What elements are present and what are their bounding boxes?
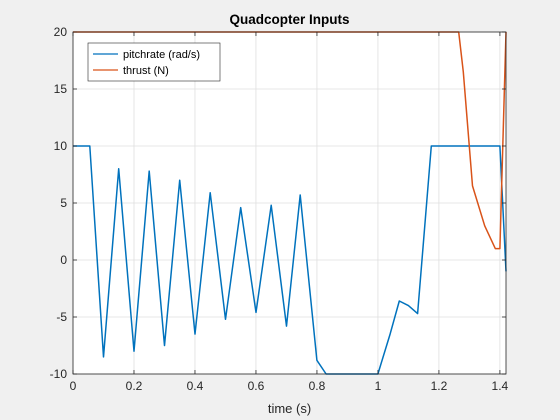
legend: pitchrate (rad/s) thrust (N) xyxy=(88,43,220,81)
x-tick-label: 0.2 xyxy=(126,379,143,393)
y-tick-label: -5 xyxy=(56,310,67,324)
x-tick-label: 0 xyxy=(70,379,77,393)
x-tick-label: 1 xyxy=(375,379,382,393)
x-tick-label: 0.6 xyxy=(248,379,265,393)
y-tick-label: 20 xyxy=(54,25,68,39)
y-tick-label: 10 xyxy=(54,139,68,153)
legend-label-pitchrate: pitchrate (rad/s) xyxy=(123,49,200,61)
y-tick-label: 0 xyxy=(60,253,67,267)
x-tick-label: 1.4 xyxy=(492,379,509,393)
y-tick-label: 5 xyxy=(60,196,67,210)
x-tick-label: 0.8 xyxy=(309,379,326,393)
x-tick-label: 0.4 xyxy=(187,379,204,393)
x-tick-label: 1.2 xyxy=(431,379,448,393)
y-tick-label: 15 xyxy=(54,82,68,96)
legend-label-thrust: thrust (N) xyxy=(123,65,169,77)
chart-title: Quadcopter Inputs xyxy=(229,12,349,27)
x-axis-label: time (s) xyxy=(268,401,311,416)
y-tick-label: -10 xyxy=(50,367,68,381)
